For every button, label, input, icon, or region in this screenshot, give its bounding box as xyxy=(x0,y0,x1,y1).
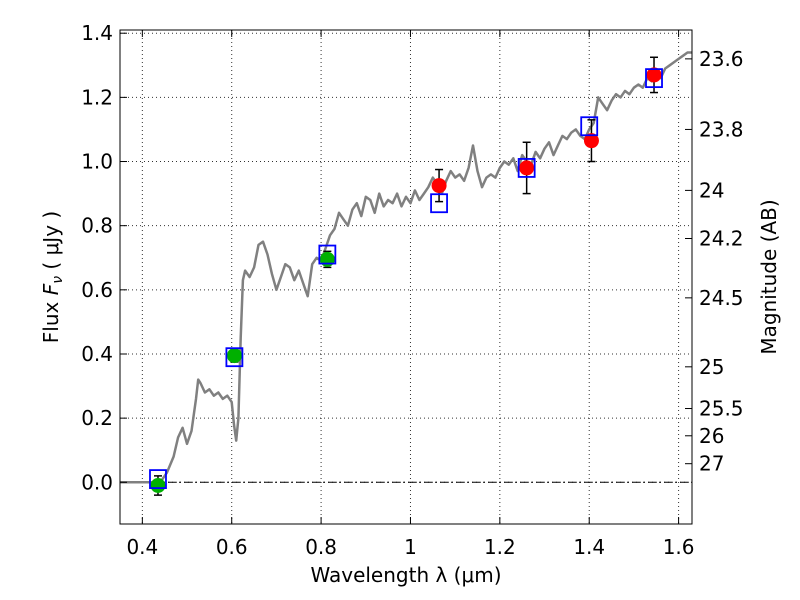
x-tick-label: 1 xyxy=(404,535,417,559)
x-tick-label: 0.6 xyxy=(216,535,248,559)
y-tick-label: 1.0 xyxy=(81,150,113,174)
data-point xyxy=(319,251,335,267)
model-square-marker xyxy=(517,158,536,178)
y2-axis-label: Magnitude (AB) xyxy=(757,199,781,354)
x-tick-label: 1.6 xyxy=(663,535,695,559)
y-tick-label: 0.0 xyxy=(81,470,113,494)
y2-tick-label: 24.5 xyxy=(699,286,744,310)
spectrum-line xyxy=(120,51,692,484)
x-tick-label: 1.2 xyxy=(484,535,516,559)
series-layer xyxy=(120,51,692,496)
model-square-marker xyxy=(645,68,663,89)
y2-tick-label: 23.8 xyxy=(699,117,744,141)
y-tick-label: 1.4 xyxy=(81,21,113,45)
ticks: 0.4 0.6 0.8 1 1.2 1.4 1.6 0.0 0.2 0.4 0.6 0.8 1.0 1.2… xyxy=(81,21,743,559)
y2-tick-label: 26 xyxy=(699,424,724,448)
y-tick-label: 0.4 xyxy=(81,342,113,366)
y-tick-label: 0.6 xyxy=(81,278,113,302)
x-tick-label: 1.4 xyxy=(573,535,605,559)
y-label-flux-symbol: F xyxy=(39,283,63,295)
model-square-marker xyxy=(318,244,337,265)
y2-tick-label: 24.2 xyxy=(699,227,744,251)
data-point xyxy=(583,133,599,149)
model-square-marker xyxy=(430,193,448,214)
y-tick-label: 1.2 xyxy=(81,85,113,109)
y2-tick-label: 25.5 xyxy=(699,397,744,421)
x-tick-label: 0.4 xyxy=(126,535,158,559)
data-point xyxy=(646,67,662,83)
y2-tick-label: 27 xyxy=(699,452,724,476)
y-tick-label: 0.2 xyxy=(81,406,113,430)
plot-background xyxy=(120,30,692,524)
data-point xyxy=(226,348,242,364)
model-square-marker xyxy=(149,469,167,489)
y2-tick-label: 24 xyxy=(699,178,724,202)
y-axis-label: Flux Fν ( μJy ) xyxy=(39,211,66,343)
y-label-unit: ( μJy ) xyxy=(39,211,63,276)
y-tick-label: 0.8 xyxy=(81,214,113,238)
y2-tick-label: 23.6 xyxy=(699,47,744,71)
y-label-prefix: Flux xyxy=(39,295,63,343)
data-point xyxy=(519,160,535,176)
y-label-nu-subscript: ν xyxy=(50,276,66,284)
plot-frame xyxy=(119,29,693,525)
x-axis-label: Wavelength λ (μm) xyxy=(310,563,501,587)
model-square-marker xyxy=(225,347,244,368)
data-point xyxy=(431,178,447,194)
x-tick-label: 0.8 xyxy=(305,535,337,559)
data-point xyxy=(150,478,166,494)
model-square-marker xyxy=(580,116,599,137)
y2-tick-label: 25 xyxy=(699,355,724,379)
